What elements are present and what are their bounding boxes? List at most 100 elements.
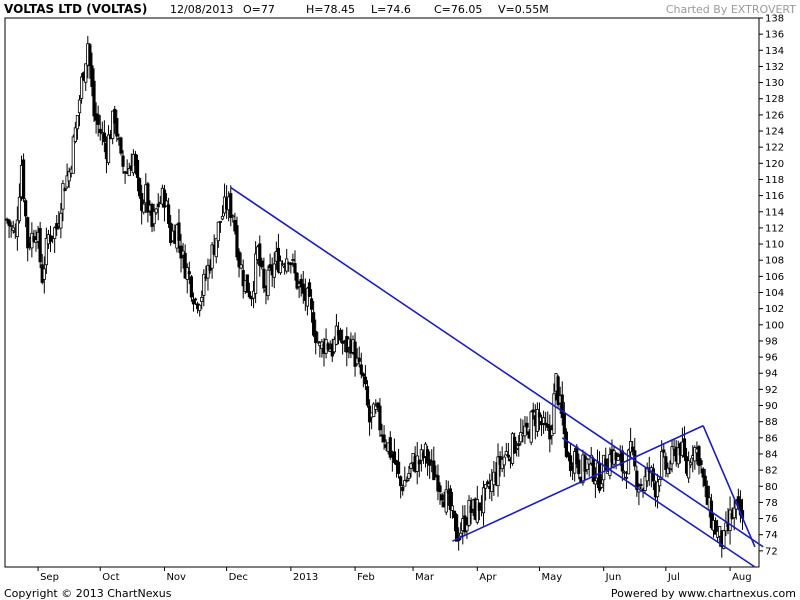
candle-body [666,467,670,475]
chart-title: VOLTAS LTD (VOLTAS) [4,2,148,16]
candle-body [738,499,743,516]
candle-body [566,452,571,458]
candle-body [444,489,448,513]
y-tick-label: 112 [765,223,784,234]
candle-body [560,394,564,419]
candle-body [616,456,620,461]
candle-body [241,269,245,287]
y-tick-label: 124 [765,127,784,138]
candle-body [432,460,436,481]
high-value: H=78.45 [306,3,355,16]
candle-body [75,115,80,130]
candle-body [436,475,440,492]
candle-body [65,175,69,188]
candle-body [220,215,225,220]
candle-body [519,432,523,443]
candle-body [189,276,193,298]
candle-body [428,459,432,466]
candle-body [152,211,156,225]
candle-body [512,436,517,454]
candle-body [401,487,405,492]
candle-body [53,227,57,240]
y-tick-label: 118 [765,175,784,186]
candle-body [693,447,697,462]
candle-body [365,386,370,406]
y-tick-label: 130 [765,78,784,89]
candle-body [382,434,386,443]
candle-body [357,357,361,362]
candle-body [48,235,53,242]
candle-body [496,456,500,487]
candle-body [63,188,67,192]
candle-body [658,479,662,487]
y-tick-label: 128 [765,94,784,105]
candle-body [119,137,123,154]
candle-body [9,225,13,228]
candle-body [537,412,542,418]
candle-body [272,263,276,278]
candle-body [309,298,314,310]
y-tick-label: 114 [765,207,784,218]
candle-body [133,153,138,166]
candle-body [604,458,608,471]
candle-body [79,76,84,99]
candle-body [608,454,612,476]
candle-body [728,509,732,531]
candle-body [504,451,508,456]
candle-body [191,299,196,305]
candle-body [635,470,639,490]
volume-value: V=0.55M [498,3,549,16]
y-tick-label: 94 [765,369,778,380]
y-tick-label: 76 [765,514,778,525]
candle-body [245,274,249,293]
candle-body [542,417,546,424]
y-tick-label: 98 [765,336,778,347]
x-tick-label: Jul [667,572,680,583]
copyright-text: Copyright © 2013 ChartNexus [4,587,172,600]
trend-line [230,186,764,548]
chart-header: VOLTAS LTD (VOLTAS) 12/08/2013 O=77 H=78… [0,0,800,18]
candle-body [260,260,264,268]
candle-body [229,193,233,218]
x-tick-label: May [541,572,562,583]
y-tick-label: 120 [765,159,784,170]
y-tick-label: 134 [765,46,784,57]
candle-body [289,262,293,266]
candle-body [312,312,316,336]
candle-body [77,99,82,114]
candle-body [425,449,430,464]
candle-body [502,456,506,466]
candle-body [454,514,459,542]
x-tick-label: Jun [605,572,622,583]
candle-body [655,481,660,498]
candle-body [481,487,486,514]
candle-body [326,343,330,350]
y-tick-label: 78 [765,498,778,509]
y-tick-label: 136 [765,30,784,41]
y-tick-label: 116 [765,191,784,202]
y-tick-label: 82 [765,466,778,477]
x-tick-label: Feb [357,572,375,583]
y-tick-label: 106 [765,272,784,283]
candle-body [98,128,102,133]
candle-body [392,451,397,464]
open-value: O=77 [243,3,275,16]
candle-body [676,447,680,465]
candle-body [475,499,479,523]
candle-body [280,263,285,266]
low-value: L=74.6 [371,3,411,16]
trend-line [561,437,756,568]
candle-body [631,446,635,452]
candle-body [276,247,281,273]
candle-body [127,168,131,177]
candle-body [664,456,668,470]
candle-body [525,422,529,428]
candle-body [490,479,494,493]
candle-body [405,479,409,482]
candle-body [206,264,210,279]
candle-body [17,196,22,222]
candle-body [624,476,629,479]
candle-body [515,448,519,451]
candle-body [266,269,270,297]
y-tick-label: 110 [765,240,784,251]
